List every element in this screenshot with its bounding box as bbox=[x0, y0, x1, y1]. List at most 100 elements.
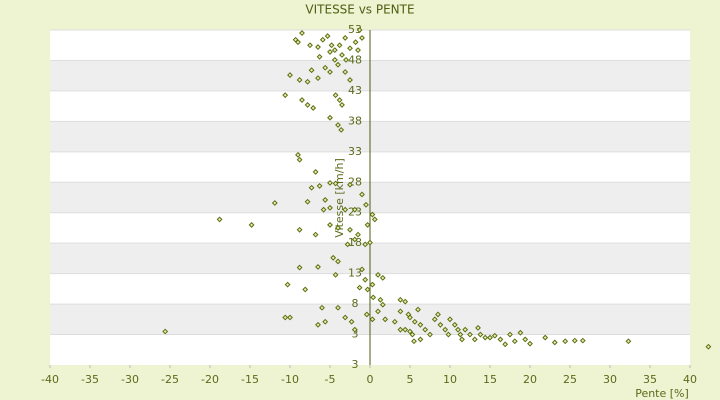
x-tick-label: -10 bbox=[281, 373, 299, 386]
point bbox=[304, 78, 311, 85]
point bbox=[411, 318, 418, 325]
point bbox=[335, 304, 341, 311]
point bbox=[347, 226, 353, 233]
point bbox=[287, 314, 293, 321]
point bbox=[336, 42, 343, 49]
point bbox=[382, 316, 389, 323]
x-tick-label: 5 bbox=[407, 373, 414, 386]
point bbox=[351, 236, 358, 243]
point bbox=[379, 301, 386, 308]
point bbox=[287, 72, 293, 78]
point bbox=[331, 47, 338, 54]
point bbox=[579, 337, 586, 344]
point bbox=[370, 294, 377, 301]
point bbox=[327, 204, 333, 211]
point bbox=[308, 67, 315, 74]
point bbox=[332, 180, 339, 187]
point bbox=[502, 341, 509, 348]
point bbox=[307, 42, 313, 49]
point bbox=[517, 329, 524, 336]
point bbox=[356, 284, 363, 291]
point bbox=[475, 324, 481, 331]
point bbox=[316, 53, 323, 60]
y-tick-label: 3 bbox=[352, 328, 359, 341]
point bbox=[339, 102, 345, 108]
point bbox=[315, 75, 321, 82]
y-axis-title: Vitesse [km/h] bbox=[333, 158, 346, 238]
point bbox=[511, 338, 518, 345]
point bbox=[467, 331, 473, 338]
x-tick-label: -5 bbox=[325, 373, 336, 386]
point bbox=[312, 169, 319, 175]
point bbox=[462, 326, 469, 333]
point bbox=[271, 200, 278, 206]
point bbox=[296, 156, 303, 163]
point bbox=[402, 298, 409, 305]
x-tick-label: 35 bbox=[643, 373, 657, 386]
point bbox=[359, 35, 365, 41]
point bbox=[364, 286, 371, 293]
x-tick-label: -15 bbox=[241, 373, 259, 386]
point bbox=[347, 45, 353, 52]
point bbox=[352, 39, 359, 46]
point bbox=[363, 311, 370, 318]
point bbox=[455, 326, 461, 333]
point bbox=[327, 114, 333, 121]
point bbox=[335, 122, 341, 128]
point bbox=[359, 266, 365, 273]
point bbox=[330, 254, 337, 261]
point bbox=[369, 316, 376, 323]
point bbox=[299, 97, 305, 103]
point bbox=[282, 314, 289, 321]
point bbox=[542, 334, 549, 341]
point bbox=[347, 181, 353, 188]
y-tick-label: 33 bbox=[348, 145, 362, 158]
point bbox=[435, 311, 441, 318]
point bbox=[332, 92, 339, 99]
point bbox=[379, 274, 386, 281]
point bbox=[625, 338, 632, 345]
point bbox=[316, 183, 323, 189]
point bbox=[162, 328, 169, 335]
x-tick-label: 10 bbox=[443, 373, 457, 386]
point bbox=[310, 105, 317, 111]
point bbox=[371, 216, 378, 223]
point bbox=[391, 318, 398, 325]
point bbox=[431, 316, 438, 323]
point bbox=[369, 281, 376, 288]
point bbox=[348, 318, 355, 325]
point bbox=[362, 241, 369, 248]
point bbox=[304, 102, 311, 108]
point bbox=[315, 44, 321, 50]
y-tick-label: 3 bbox=[352, 358, 359, 371]
point bbox=[522, 336, 529, 343]
y-tick-label: 38 bbox=[348, 114, 362, 127]
point bbox=[324, 33, 331, 39]
point bbox=[417, 336, 424, 343]
point bbox=[427, 331, 433, 338]
point bbox=[216, 216, 223, 223]
y-tick-label: 43 bbox=[348, 84, 362, 97]
point bbox=[282, 92, 289, 99]
point bbox=[344, 241, 351, 248]
point bbox=[422, 326, 429, 333]
x-tick-label: 30 bbox=[603, 373, 617, 386]
x-tick-label: 40 bbox=[683, 373, 697, 386]
point bbox=[409, 331, 416, 338]
point bbox=[417, 321, 424, 328]
point bbox=[295, 39, 301, 46]
point bbox=[355, 47, 361, 54]
y-tick-label: 18 bbox=[348, 236, 362, 249]
point bbox=[327, 49, 333, 55]
x-tick-label: -40 bbox=[41, 373, 59, 386]
point bbox=[407, 328, 413, 335]
x-tick-label: -35 bbox=[81, 373, 99, 386]
point bbox=[338, 126, 345, 133]
x-tick-label: -25 bbox=[161, 373, 179, 386]
point bbox=[342, 35, 349, 41]
point bbox=[351, 326, 358, 333]
point bbox=[527, 340, 533, 347]
point bbox=[296, 77, 303, 83]
point bbox=[356, 27, 363, 33]
